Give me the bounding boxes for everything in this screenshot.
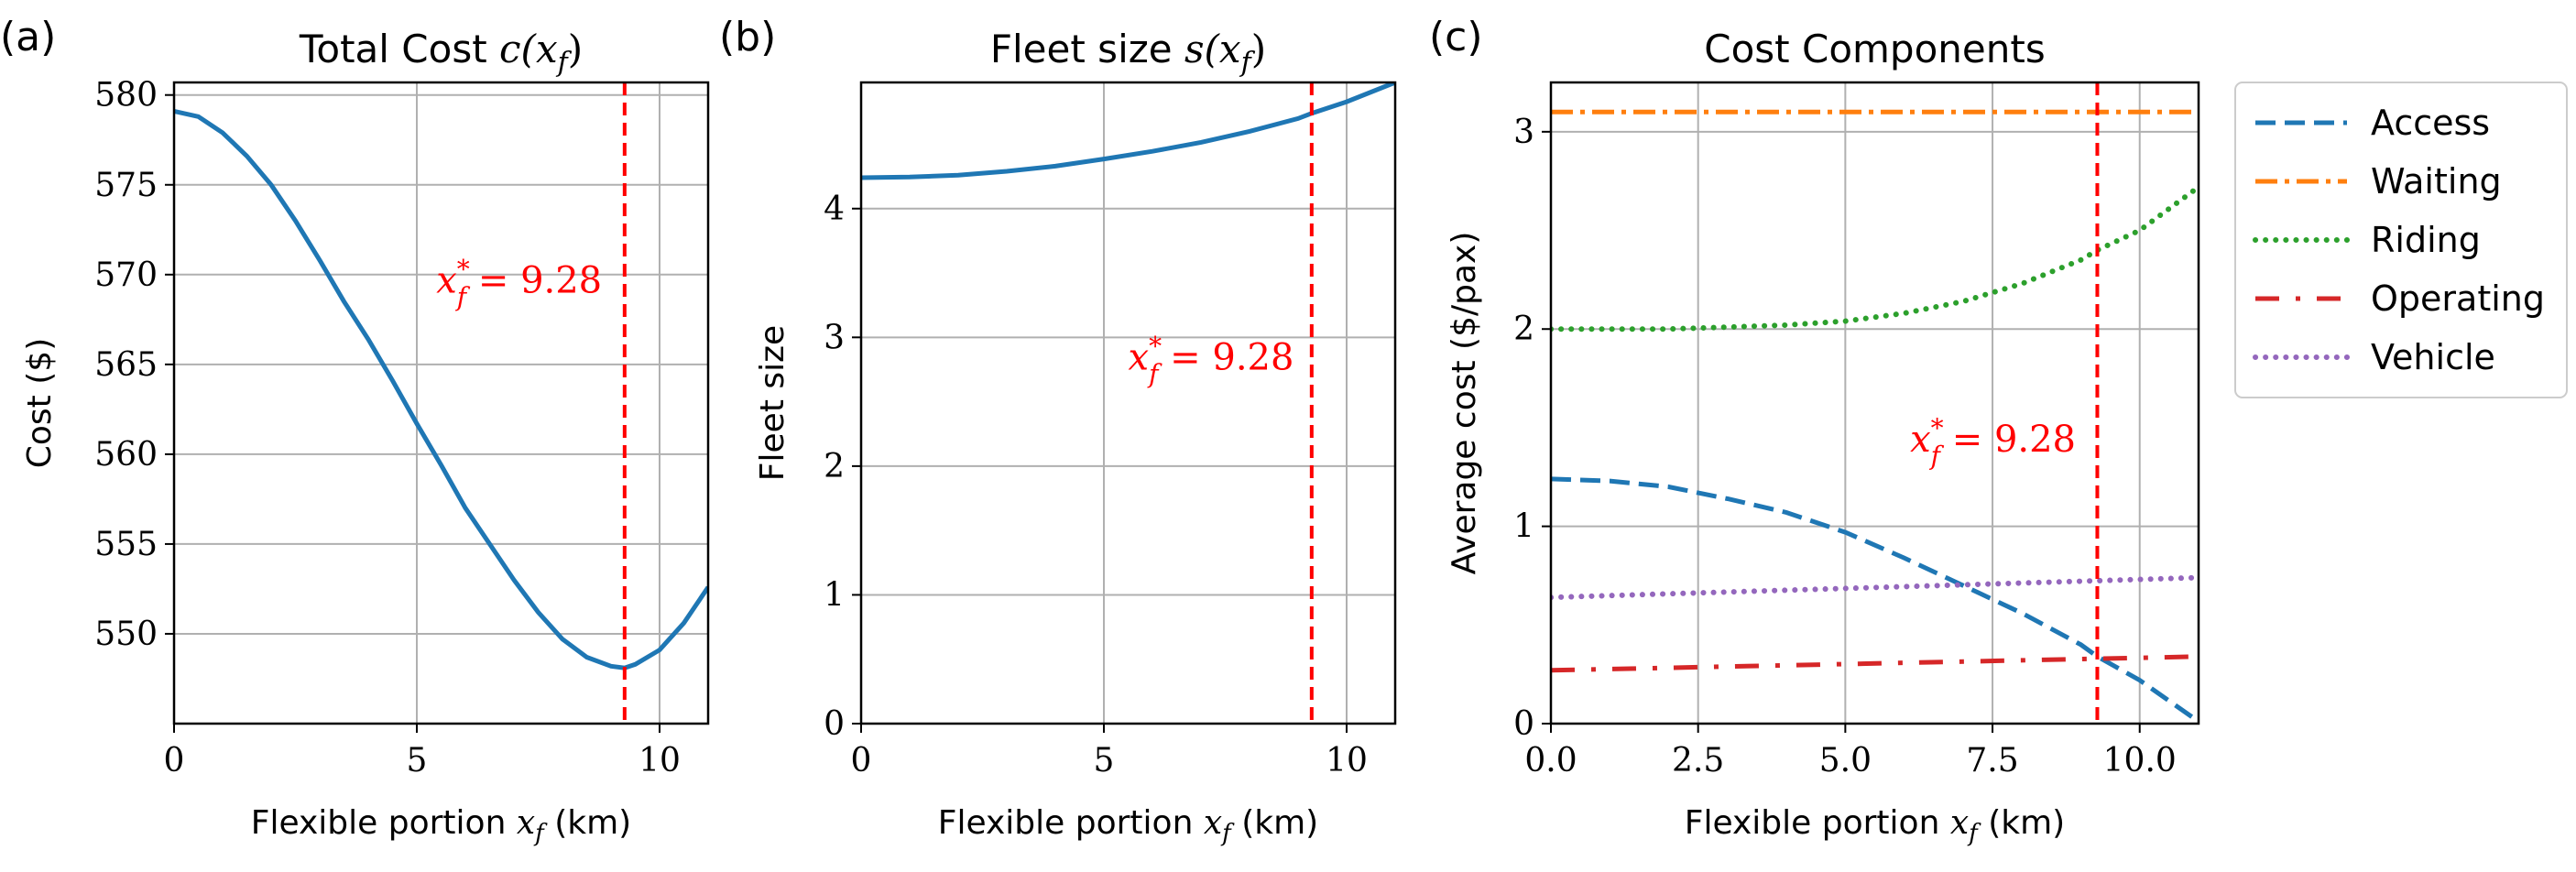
chart-panel-1: x* f = 9.28 0 5 10 550 555 560 565 570 575 580 (a) To… xyxy=(0,14,710,847)
y-tick-label: 560 xyxy=(94,436,158,474)
series-line-vehicle xyxy=(1551,574,2199,601)
chart-title: Cost Components xyxy=(1704,27,2045,71)
legend: Access Waiting Riding Operating Vehicle xyxy=(2234,82,2568,398)
axes-frame xyxy=(1549,81,2200,725)
y-axis-label: Fleet size xyxy=(754,325,791,481)
y-tick-label: 1 xyxy=(824,576,845,614)
y-axis-label: Cost ($) xyxy=(21,338,59,468)
y-tick-label: 1 xyxy=(1513,508,1534,546)
optimum-annotation: x* f = 9.28 xyxy=(1910,413,2076,471)
y-tick-label: 0 xyxy=(1513,705,1534,743)
y-tick-label: 3 xyxy=(1513,114,1534,151)
legend-label-access: Access xyxy=(2371,103,2490,143)
series-line-operating xyxy=(1551,654,2199,673)
x-tick-label: 5 xyxy=(407,742,428,779)
y-tick-label: 550 xyxy=(94,616,158,653)
legend-label-riding: Riding xyxy=(2371,220,2481,260)
series-line-total-cost xyxy=(174,108,708,670)
x-axis-label: Flexible portion xf (km) xyxy=(938,804,1318,847)
y-tick-label: 0 xyxy=(824,705,845,743)
x-tick-label: 0 xyxy=(851,742,872,779)
x-tick-label: 2.5 xyxy=(1672,742,1724,779)
y-tick-label: 2 xyxy=(1513,311,1534,348)
y-tick-label: 575 xyxy=(94,167,158,204)
panel-label: (a) xyxy=(0,14,56,60)
x-tick-label: 0.0 xyxy=(1524,742,1577,779)
x-tick-label: 5 xyxy=(1094,742,1115,779)
panel-label: (c) xyxy=(1429,14,1483,60)
y-tick-label: 3 xyxy=(824,319,845,356)
chart-panel-2: x* f = 9.28 0 5 10 0 1 2 3 4 (b) Fleet size s(xf) Fl… xyxy=(719,14,1397,847)
legend-label-waiting: Waiting xyxy=(2371,161,2502,202)
series-line-fleet-size xyxy=(861,82,1395,180)
chart-title: Fleet size s(xf) xyxy=(990,27,1266,79)
x-axis-label: Flexible portion xf (km) xyxy=(1685,804,2065,847)
x-axis-label: Flexible portion xf (km) xyxy=(251,804,631,847)
legend-box xyxy=(2234,82,2568,398)
legend-label-operating: Operating xyxy=(2371,278,2545,319)
y-axis-label: Average cost ($/pax) xyxy=(1446,232,1483,575)
axes-frame xyxy=(172,81,710,725)
y-tick-label: 570 xyxy=(94,256,158,294)
panel-label: (b) xyxy=(719,14,776,60)
y-tick-label: 555 xyxy=(94,526,158,563)
y-tick-label: 580 xyxy=(94,77,158,114)
optimum-annotation: x* f = 9.28 xyxy=(436,254,602,311)
series-line-access xyxy=(1551,476,2199,724)
x-tick-label: 10 xyxy=(639,742,681,779)
optimum-annotation: x* f = 9.28 xyxy=(1129,331,1294,388)
legend-label-vehicle: Vehicle xyxy=(2371,337,2495,377)
x-tick-label: 7.5 xyxy=(1966,742,2018,779)
y-tick-label: 565 xyxy=(94,346,158,384)
x-tick-label: 0 xyxy=(164,742,185,779)
x-tick-label: 10.0 xyxy=(2103,742,2177,779)
x-tick-label: 5.0 xyxy=(1819,742,1872,779)
series-line-riding xyxy=(1551,184,2199,332)
chart-panel-3: x* f = 9.28 0.0 2.5 5.0 7.5 10.0 0 1 2 3 (c) Cost Co… xyxy=(1429,14,2568,847)
x-tick-label: 10 xyxy=(1326,742,1368,779)
y-tick-label: 4 xyxy=(824,191,845,228)
y-tick-label: 2 xyxy=(824,448,845,485)
axes-frame xyxy=(859,81,1397,725)
chart-title: Total Cost c(xf) xyxy=(299,27,583,79)
